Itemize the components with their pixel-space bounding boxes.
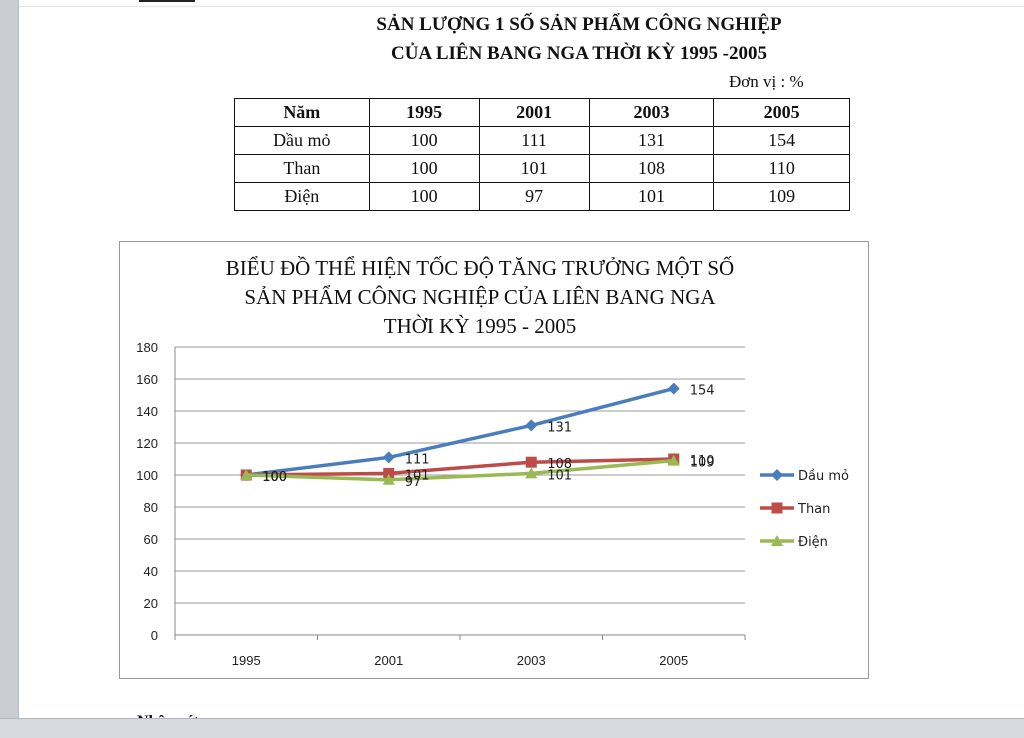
data-table: Năm 1995 2001 2003 2005 Dầu mỏ 100 111 1… — [234, 98, 850, 211]
document-page: SẢN LƯỢNG 1 SỐ SẢN PHẨM CÔNG NGHIỆP CỦA … — [18, 0, 1024, 718]
chart-title-line-2: SẢN PHẨM CÔNG NGHIỆP CỦA LIÊN BANG NGA — [244, 285, 716, 309]
legend-entry: Than — [797, 502, 830, 517]
series-line — [246, 458, 674, 482]
chart-title-line-1: BIỂU ĐỒ THỂ HIỆN TỐC ĐỘ TĂNG TRƯỞNG MỘT … — [225, 256, 735, 280]
y-tick-label: 40 — [144, 564, 158, 579]
table-cell: 97 — [478, 182, 590, 211]
y-tick-label: 80 — [144, 500, 158, 515]
legend-marker — [771, 535, 783, 546]
data-label: 111 — [405, 452, 430, 467]
y-tick-label: 60 — [144, 532, 158, 547]
table-cell: 110 — [713, 154, 850, 183]
data-label: 108 — [547, 457, 572, 472]
table-header-cell: Năm — [234, 98, 370, 127]
data-label: 109 — [690, 456, 715, 471]
data-label: 131 — [547, 420, 572, 435]
table-header-row: Năm 1995 2001 2003 2005 — [234, 98, 850, 127]
ruler-margin-marker[interactable] — [139, 0, 195, 12]
table-header-cell: 1995 — [368, 98, 480, 127]
table-cell: Dầu mỏ — [234, 126, 370, 155]
data-label: 100 — [262, 470, 287, 485]
data-label: 101 — [547, 468, 572, 483]
data-label: 100 — [262, 470, 287, 485]
table-row: Dầu mỏ 100 111 131 154 — [234, 126, 850, 155]
table-cell: 100 — [368, 154, 480, 183]
series-line — [246, 457, 674, 477]
table-cell: 101 — [478, 154, 590, 183]
data-point — [525, 456, 537, 468]
data-point — [240, 469, 253, 480]
y-tick-label: 160 — [136, 372, 158, 387]
data-label: 97 — [405, 475, 422, 490]
legend-marker — [771, 469, 783, 481]
legend-marker — [771, 502, 783, 514]
y-tick-label: 20 — [144, 596, 158, 611]
table-cell: 111 — [478, 126, 590, 155]
y-tick-label: 180 — [136, 340, 158, 355]
clipped-text-fragment: Nhận xét — [137, 713, 217, 718]
table-cell: Than — [234, 154, 370, 183]
table-cell: 131 — [588, 126, 715, 155]
document-title-line-2: CỦA LIÊN BANG NGA THỜI KỲ 1995 -2005 — [390, 43, 767, 64]
data-point — [525, 419, 538, 432]
table-header-cell: 2003 — [588, 98, 715, 127]
document-title-line-1: SẢN LƯỢNG 1 SỐ SẢN PHẨM CÔNG NGHIỆP — [376, 14, 782, 35]
x-tick-label: 2005 — [659, 653, 688, 668]
table-cell: 100 — [368, 182, 480, 211]
table-row: Than 100 101 108 110 — [234, 154, 850, 183]
data-label: 154 — [690, 384, 715, 399]
data-point — [382, 473, 395, 485]
table-cell: 109 — [713, 182, 850, 211]
table-cell: 100 — [368, 126, 480, 155]
top-ruler — [19, 0, 1024, 7]
data-point — [525, 467, 538, 479]
chart-title-line-3: THỜI KỲ 1995 - 2005 — [383, 314, 577, 338]
data-label: 110 — [690, 454, 715, 469]
line-chart: 0 20 40 60 80 100 120 140 160 180 1995 2001 2003 2005… — [136, 340, 849, 668]
y-tick-label: 120 — [136, 436, 158, 451]
table-cell: Điện — [234, 182, 370, 211]
x-tick-label: 2003 — [517, 653, 546, 668]
y-tick-label: 140 — [136, 404, 158, 419]
table-cell: 108 — [588, 154, 715, 183]
table-header-cell: 2001 — [478, 98, 590, 127]
y-tick-label: 0 — [151, 628, 158, 643]
x-tick-label: 1995 — [232, 653, 261, 668]
x-tick-label: 2001 — [374, 653, 403, 668]
y-tick-label: 100 — [136, 468, 158, 483]
data-point — [667, 454, 680, 466]
legend-entry: Điện — [798, 535, 828, 550]
data-point — [667, 382, 680, 395]
table-row: Điện 100 97 101 109 — [234, 182, 850, 211]
table-header-cell: 2005 — [713, 98, 850, 127]
table-cell: 154 — [713, 126, 850, 155]
chart-area[interactable]: BIỂU ĐỒ THỂ HIỆN TỐC ĐỘ TĂNG TRƯỞNG MỘT … — [119, 241, 869, 679]
legend-entry: Dầu mỏ — [798, 469, 849, 484]
data-label: 100 — [262, 470, 287, 485]
unit-label: Đơn vị : % — [729, 72, 804, 91]
data-point — [383, 467, 395, 479]
data-point — [382, 451, 395, 464]
series-line — [246, 386, 675, 477]
window-bottom-bar — [0, 718, 1024, 738]
data-label: 101 — [405, 468, 430, 483]
table-cell: 101 — [588, 182, 715, 211]
